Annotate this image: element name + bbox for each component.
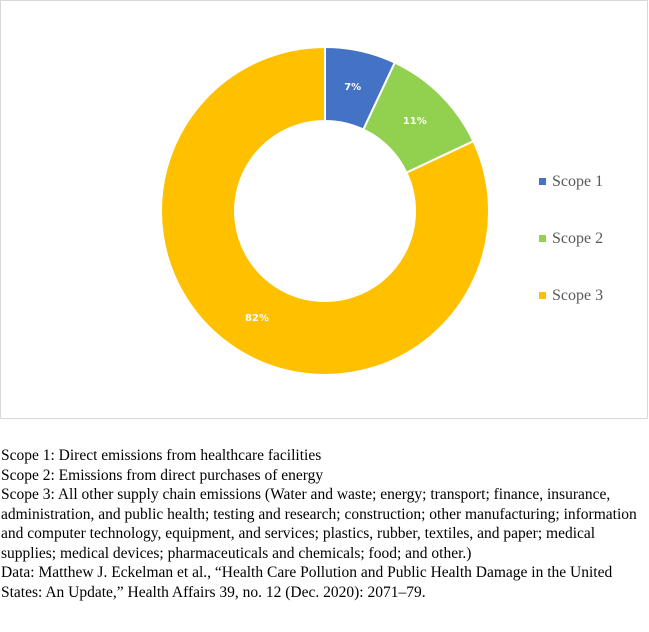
legend-item-scope-1: Scope 1: [539, 153, 603, 210]
chart-notes: Scope 1: Direct emissions from healthcar…: [1, 446, 647, 602]
donut-slice-scope-3: [160, 45, 490, 376]
chart-legend: Scope 1 Scope 2 Scope 3: [539, 153, 603, 324]
note-data-source: Data: Matthew J. Eckelman et al., “Healt…: [1, 564, 613, 601]
legend-item-scope-2: Scope 2: [539, 210, 603, 267]
legend-label: Scope 3: [552, 286, 604, 304]
data-label: 82%: [245, 313, 269, 324]
data-label: 7%: [344, 82, 361, 93]
legend-swatch: [539, 178, 546, 185]
data-label: 11%: [403, 116, 427, 127]
legend-label: Scope 2: [552, 229, 604, 247]
chart-area: 7% 11% 82% Scope 1 Scope 2 Scope 3: [0, 0, 648, 419]
donut-chart: 7% 11% 82%: [160, 45, 490, 376]
note-scope-3: Scope 3: All other supply chain emission…: [1, 486, 637, 562]
legend-label: Scope 1: [552, 172, 604, 190]
legend-swatch: [539, 292, 546, 299]
note-scope-2: Scope 2: Emissions from direct purchases…: [1, 466, 324, 484]
legend-item-scope-3: Scope 3: [539, 267, 603, 324]
legend-swatch: [539, 235, 546, 242]
note-scope-1: Scope 1: Direct emissions from healthcar…: [1, 447, 322, 464]
